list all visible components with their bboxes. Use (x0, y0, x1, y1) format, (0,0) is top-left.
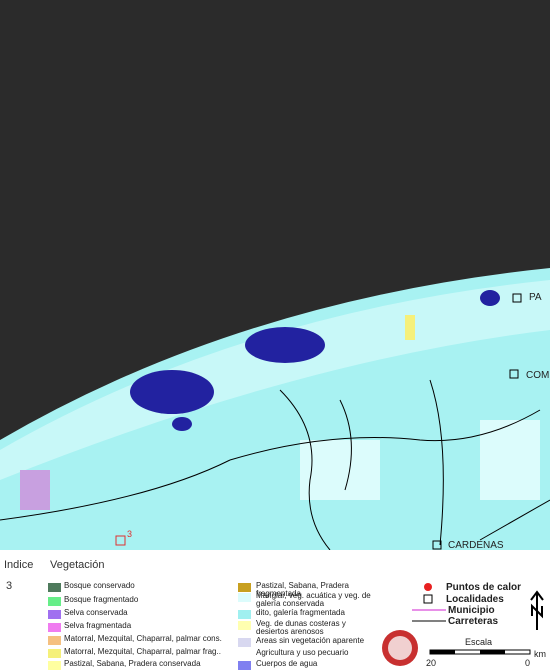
town-label: COM (526, 370, 550, 381)
legend-swatch (238, 593, 251, 602)
town-label: CARDENAS (448, 540, 504, 551)
scale-bar-segment (480, 650, 505, 654)
legend-label: Areas sin vegetación aparente (256, 636, 365, 645)
legend-label: Pastizal, Sabana, Pradera fragmentada (256, 581, 349, 598)
index-value: 3 (6, 580, 13, 592)
town-marker (509, 369, 519, 379)
scale-unit: km (534, 649, 546, 659)
vegetation-title: Vegetación (50, 559, 105, 571)
road (339, 399, 352, 491)
legend-swatch (48, 649, 61, 658)
town-label: PA (529, 292, 542, 303)
legend-label: Matorral, Mezquital, Chaparral, palmar f… (64, 647, 221, 656)
legend-label: Matorral, Mezquital, Chaparral, palmar c… (64, 634, 222, 643)
north-arrow (530, 590, 544, 630)
lagoon (480, 290, 500, 306)
index-title: Indice (4, 559, 34, 571)
legend-swatch (238, 610, 251, 619)
lagoon (130, 370, 214, 414)
legend-swatch (48, 623, 61, 632)
hotspot-label: 3 (127, 529, 133, 539)
lagoon (245, 327, 325, 363)
road-label: Carreteras (448, 616, 499, 627)
scale-left: 20 (426, 658, 437, 668)
town-symbol (423, 594, 433, 604)
hotspot-symbol (424, 583, 432, 591)
road (229, 409, 541, 461)
municipality-label: Municipio (448, 605, 495, 616)
legend-swatch (48, 610, 61, 619)
legend-label: Bosque fragmentado (64, 595, 139, 604)
legend-swatch (238, 650, 251, 659)
legend-swatch (238, 621, 251, 630)
legend-label: dito, galería fragmentada (256, 608, 345, 617)
legend-label: Selva conservada (64, 608, 128, 617)
selva-patch (20, 470, 50, 510)
legend-label: Pastizal, Sabana, Pradera conservada (64, 659, 201, 668)
town-marker (512, 293, 522, 303)
manglar-patch (300, 440, 380, 500)
legend-swatch (48, 597, 61, 606)
legend-swatch (238, 638, 251, 647)
legend-swatch (48, 661, 61, 670)
map (0, 0, 550, 550)
symbols (382, 583, 544, 666)
hotspot-marker (115, 535, 126, 546)
matorral-patch (405, 315, 415, 340)
road (279, 389, 331, 550)
hotspot-label: Puntos de calor (446, 582, 522, 593)
scale-title: Escala (465, 637, 493, 647)
legend-label: Bosque conservado (64, 581, 135, 590)
legend-label: Cuerpos de agua (256, 659, 318, 668)
legend-swatch (48, 636, 61, 645)
logo-inner (388, 636, 412, 660)
legend-swatch (238, 661, 251, 670)
town-label: Localidades (446, 594, 504, 605)
town-marker (432, 540, 442, 550)
legend-swatch (238, 583, 251, 592)
lagoon (172, 417, 192, 431)
legend-label: Veg. de dunas costeras y desiertos areno… (256, 619, 346, 636)
legend-label: Manglar, veg. acuática y veg. de galería… (256, 591, 371, 608)
road (429, 379, 444, 546)
scale-right: 0 (525, 658, 531, 668)
scale-bar-segment (430, 650, 455, 654)
road (0, 459, 231, 521)
legend-label: Selva fragmentada (64, 621, 132, 630)
road (479, 499, 550, 541)
legend-label: Agricultura y uso pecuario (256, 648, 349, 657)
legend-swatch (48, 583, 61, 592)
manglar-patch (480, 420, 540, 500)
